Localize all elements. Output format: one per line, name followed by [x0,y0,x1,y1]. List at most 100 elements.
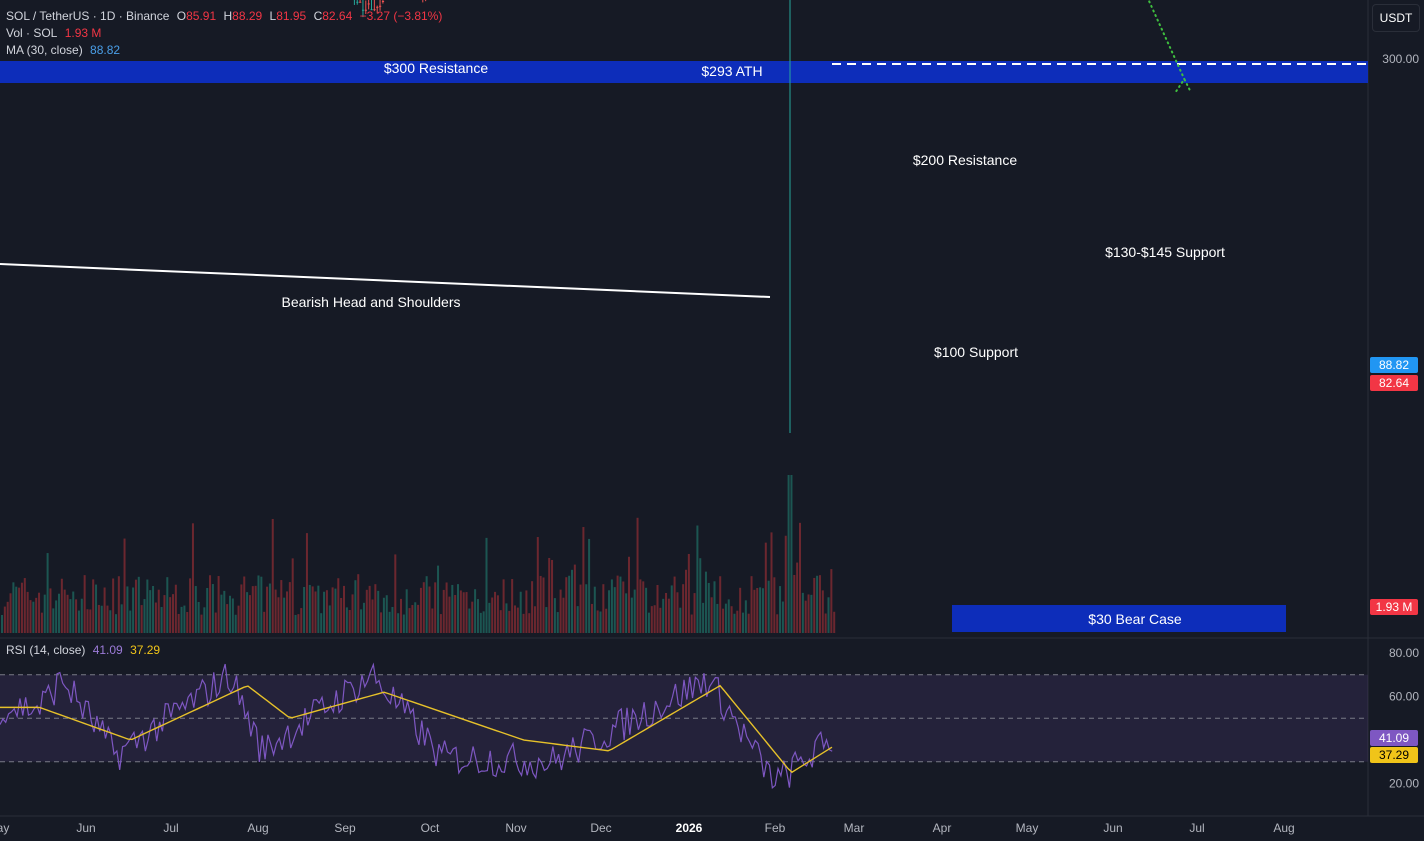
time-tick-label: Apr [933,821,952,835]
symbol-title[interactable]: SOL / TetherUS · 1D · Binance [6,9,170,23]
candle [364,0,367,15]
volume-bar [431,608,434,633]
volume-legend[interactable]: Vol · SOL 1.93 M [6,25,105,41]
ma-legend-label: MA (30, close) [6,43,83,57]
volume-bar [385,595,388,633]
volume-bar [52,608,55,633]
volume-bar [559,589,562,633]
volume-bar [702,602,705,633]
volume-legend-value: 1.93 M [64,26,102,40]
volume-bar [779,586,782,633]
volume-bar [750,576,753,633]
volume-bar [722,608,725,633]
currency-button[interactable]: USDT [1372,4,1420,32]
volume-bar [756,588,759,633]
volume-bar [362,602,365,633]
volume-bar [451,584,454,633]
ath-label: $293 ATH [701,63,762,79]
volume-bar [43,594,46,633]
volume-bar [351,594,354,633]
time-tick-label: Feb [765,821,786,835]
volume-bar [348,609,351,633]
rsi-ma-line[interactable] [0,684,833,774]
rsi-badge-label: 41.09 [1379,731,1409,745]
volume-bar [573,564,576,633]
volume-bar [508,610,511,633]
rsi-badge: 37.29 [1370,747,1418,763]
price-badge-label: 88.82 [1379,358,1409,372]
volume-bar [229,595,231,633]
volume-bar [704,571,707,633]
volume-bar [268,583,271,633]
volume-bar [468,608,471,633]
volume-bar [579,584,582,633]
zone-band[interactable] [0,61,1368,83]
candle [425,0,427,2]
volume-bar [707,582,710,633]
time-tick-label: Aug [247,821,268,835]
price-axis[interactable]: 300.00260.00220.00190.00160.00140.00120.… [1370,0,1419,615]
zone-label: $30 Bear Case [1088,611,1182,627]
zone-band[interactable] [952,605,1286,632]
volume-bar [804,600,807,633]
volume-bar [400,598,402,633]
volume-bar [137,576,140,633]
time-axis[interactable]: ay Jun Jul Aug Sep Oct Nov Dec 2026 Feb Mar Apr May J… [0,821,1295,835]
time-tick-label: Sep [334,821,356,835]
volume-bar [411,605,414,633]
candle [373,0,376,12]
volume-bar [724,603,727,633]
volume-bar [482,611,485,633]
zone-label: $300 Resistance [384,60,489,76]
volume-bar [391,606,394,633]
rsi-legend[interactable]: RSI (14, close) 41.09 37.29 [6,642,164,658]
volume-bar [12,582,15,633]
volume-bar [662,598,665,633]
volume-bar [323,591,326,633]
volume-bar [821,590,824,633]
volume-bar [26,591,29,633]
rsi-badge: 41.09 [1370,730,1418,746]
volume-bar [479,612,482,633]
volume-bar [149,590,152,633]
volume-bar [491,597,494,633]
volume-bar [388,611,391,633]
volume-bar [531,581,534,633]
volume-bar [610,579,613,633]
volume-bar [214,612,217,633]
volume-bar [288,582,291,633]
volume-bar [109,610,112,633]
neckline[interactable] [0,263,771,298]
volume-bar [810,594,813,633]
volume-bar [117,576,120,633]
volume-bar [713,581,716,633]
rsi-line[interactable] [0,662,833,790]
volume-bar [565,577,568,633]
volume-bar [556,612,559,633]
volume-bar [3,606,6,633]
time-tick-label: Mar [844,821,865,835]
volume-bar [169,597,172,633]
volume-bar [693,593,696,633]
volume-bar [66,594,69,633]
volume-bar [297,614,300,633]
volume-bar [277,597,280,633]
volume-bar [739,587,742,633]
zones: $300 Resistance $200 Resistance $130-$145 … [0,60,1368,632]
volume-bar [397,613,400,633]
volume-bar [476,599,479,633]
volume-bar [830,569,833,633]
volume-bar [291,558,294,633]
volume-bar [827,597,830,633]
candle-body [359,1,362,3]
volume-bar [60,578,63,633]
volume-bar [220,594,223,633]
volume-bar [380,612,383,633]
ma-legend[interactable]: MA (30, close) 88.82 [6,42,124,58]
volume-bar [303,587,306,633]
volume-bar [539,575,542,633]
volume-bar [360,609,363,633]
volume-bar [283,597,286,633]
candle [359,0,362,3]
